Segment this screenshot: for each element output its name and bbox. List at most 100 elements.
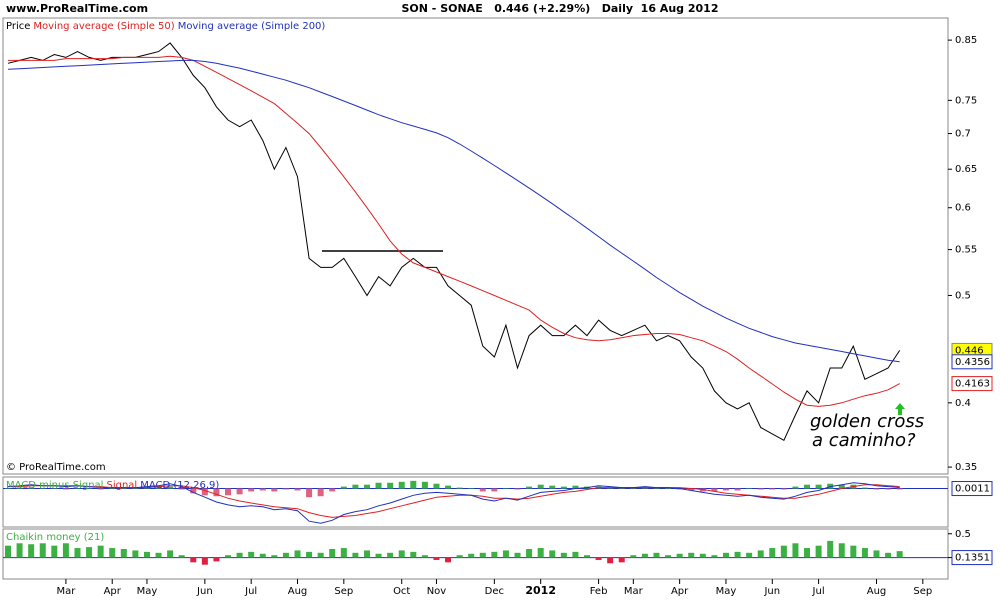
value-label: 0.1351 [955,553,990,564]
y-tick-label: 0.7 [955,129,971,140]
bar [653,552,660,558]
bar [74,488,81,490]
bar [97,488,104,490]
x-tick-label: 2012 [525,584,556,597]
bar [282,552,289,558]
bar [514,488,521,490]
bar [468,488,475,490]
value-label: 0.4163 [955,379,990,390]
bar [178,555,185,558]
bar [549,550,556,558]
bar [780,488,787,490]
bar [340,548,347,558]
legend-entry: Price [6,21,30,32]
series-line [7,42,901,441]
value-box [951,550,993,566]
legend-entry: MACD (12,26,9) [140,480,219,491]
bar [421,481,428,489]
bar [688,552,695,558]
bar [363,484,370,489]
x-tick-label: Aug [867,586,887,597]
bar [595,557,602,560]
bar [792,486,799,489]
bar [271,488,278,492]
x-tick-label: Sep [913,586,932,597]
x-tick-label: May [716,586,737,597]
bar [294,488,301,491]
bar [676,553,683,558]
price-panel [2,17,949,475]
value-box [951,376,993,392]
bar [329,549,336,558]
value-box [951,481,993,497]
bar [155,552,162,558]
x-tick-label: Jun [763,586,780,597]
bar [665,555,672,558]
bar [259,488,266,491]
bar [792,543,799,558]
bar [456,555,463,558]
bar [618,557,625,563]
bar [74,548,81,558]
bar [815,484,822,489]
legend-entry: Moving average (Simple 200) [178,21,326,32]
series-line [8,55,900,407]
up-arrow [895,403,905,415]
bar [491,551,498,558]
bar [665,488,672,490]
bar [630,555,637,558]
bar [607,557,614,564]
bar [757,488,764,490]
bar [838,543,845,558]
bar [641,553,648,558]
bar [873,550,880,558]
x-tick-label: Nov [427,586,447,597]
bar [827,540,834,558]
y-tick-label: 0.85 [955,35,977,46]
legend: Chaikin money (21) [6,532,104,543]
bar [248,551,255,558]
bar [421,555,428,558]
copyright: © ProRealTime.com [6,462,106,473]
bar [734,488,741,491]
bar [804,548,811,558]
bar [225,555,232,558]
bar [5,545,11,558]
y-tick-label: 0.6 [955,203,971,214]
bar [271,555,278,558]
bar [734,551,741,558]
annotation: a caminho? [812,430,916,451]
bar [387,552,394,558]
bar [51,488,58,490]
y-tick-label: 0.5 [955,529,971,540]
bar [618,488,625,490]
bar [560,486,567,489]
bar [28,487,35,489]
bar [861,487,868,489]
bar [340,486,347,489]
legend: Price Moving average (Simple 50) Moving av… [6,21,325,32]
bar [699,553,706,558]
bar [896,551,903,558]
bar [572,485,579,489]
bar [16,487,23,489]
bar [387,482,394,489]
bar [850,545,857,558]
x-tick-label: Dec [485,586,504,597]
x-tick-label: Apr [671,586,689,597]
bar [282,488,289,490]
legend-entry: MACD minus Signal [6,480,103,491]
y-tick-label: 0.75 [955,95,977,106]
bar [896,488,903,490]
bar [584,555,590,558]
bar [51,545,58,558]
bar [398,550,405,558]
bar [885,552,892,558]
bar [711,488,718,492]
bar [433,557,440,560]
x-tick-label: Mar [624,586,644,597]
bar [201,557,208,565]
bar [363,550,370,558]
